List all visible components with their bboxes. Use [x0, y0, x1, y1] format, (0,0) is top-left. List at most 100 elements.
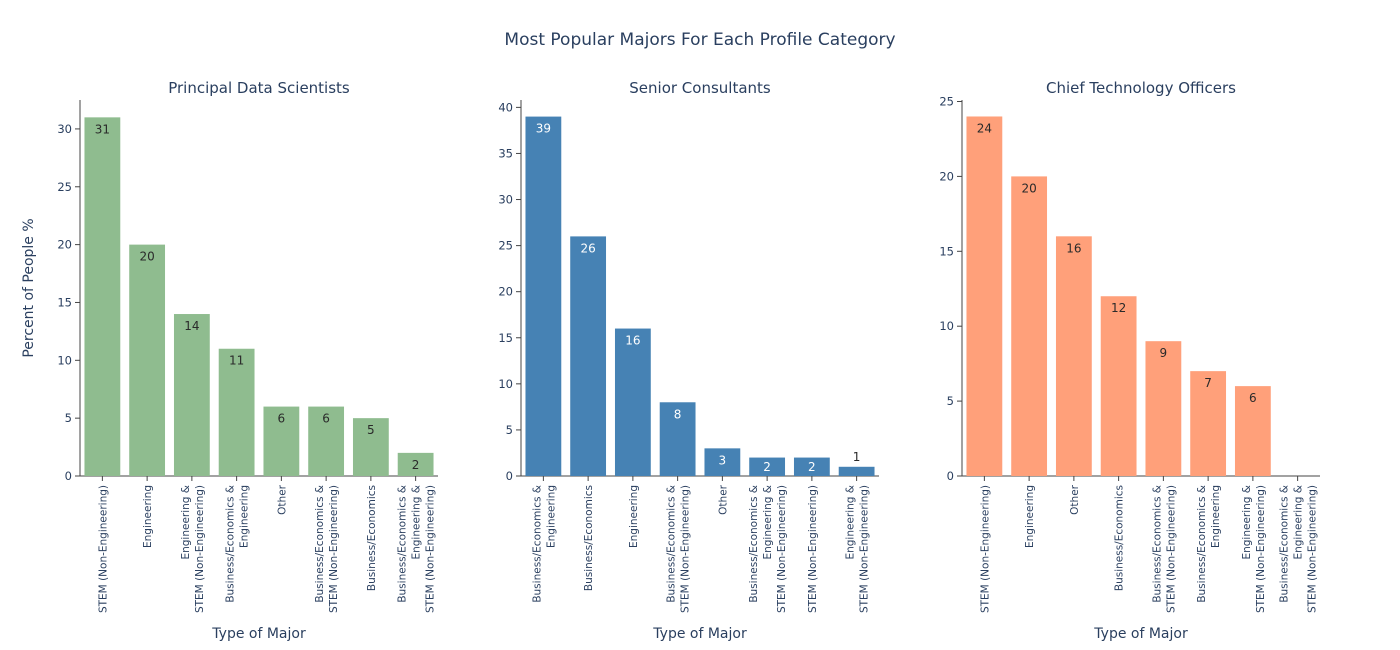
- x-tick-label-line: Engineering &: [180, 485, 192, 560]
- x-tick-label: Engineering: [142, 485, 154, 548]
- x-tick-label: Engineering & STEM (Non-Engineering): [845, 485, 871, 613]
- bar-value-label: 14: [184, 319, 199, 333]
- subplot-3: Chief Technology Officers 0 5 10 15 20 25 24 STE…: [939, 79, 1320, 642]
- x-tick-label-line: STEM (Non-Engineering): [979, 485, 991, 613]
- x-tick-label: Engineering & STEM (Non-Engineering): [1241, 485, 1267, 613]
- subplot-title: Principal Data Scientists: [168, 79, 350, 97]
- x-tick-label-line: STEM (Non-Engineering): [1307, 485, 1319, 613]
- x-tick-label-line: Business/Economics &: [314, 485, 326, 603]
- x-tick-label-line: Business/Economics &: [1196, 485, 1208, 603]
- bar: [218, 348, 255, 476]
- bar-value-label: 24: [977, 121, 992, 135]
- bar-value-label: 8: [674, 407, 682, 421]
- bar: [793, 457, 830, 476]
- bar: [614, 328, 651, 476]
- x-tick-label-line: Engineering: [545, 485, 557, 548]
- x-tick-label: Business/Economics: [583, 485, 595, 591]
- x-tick-label-line: STEM (Non-Engineering): [194, 485, 206, 613]
- x-tick-label-line: Business/Economics &: [1279, 485, 1291, 603]
- x-tick-label-line: STEM (Non-Engineering): [1165, 485, 1177, 613]
- x-tick-label: Business/Economics & STEM (Non-Engineerin…: [1151, 485, 1177, 613]
- x-tick-label: STEM (Non-Engineering): [807, 485, 819, 613]
- y-tick-label: 25: [57, 180, 72, 194]
- bar-value-label: 9: [1160, 346, 1168, 360]
- x-tick-label-line: Engineering: [1210, 485, 1222, 548]
- y-tick-label: 0: [506, 469, 513, 483]
- bar-value-label: 12: [1111, 301, 1126, 315]
- x-tick-label-line: Engineering: [628, 485, 640, 548]
- x-tick-label-line: Engineering &: [1293, 485, 1305, 560]
- subplot-title: Chief Technology Officers: [1046, 79, 1236, 97]
- x-tick-label-line: Business/Economics: [366, 485, 378, 591]
- y-tick-label: 25: [939, 94, 954, 108]
- x-tick-label-line: Engineering: [239, 485, 251, 548]
- y-tick-label: 10: [57, 353, 72, 367]
- bar: [659, 402, 696, 476]
- x-tick-label-line: Other: [717, 484, 729, 514]
- y-tick-label: 20: [57, 238, 72, 252]
- bar-value-label: 20: [139, 250, 154, 264]
- y-tick-label: 0: [947, 469, 954, 483]
- bar-value-label: 26: [580, 241, 595, 255]
- bar-value-label: 7: [1204, 376, 1212, 390]
- bar: [1011, 176, 1048, 476]
- x-tick-label-line: STEM (Non-Engineering): [328, 485, 340, 613]
- bar: [1190, 371, 1227, 476]
- x-tick-label-line: Engineering &: [1241, 485, 1253, 560]
- bar-value-label: 20: [1021, 181, 1036, 195]
- x-tick-label-line: Engineering: [142, 485, 154, 548]
- bar: [263, 406, 300, 476]
- bar: [749, 457, 786, 476]
- x-tick-label-line: STEM (Non-Engineering): [807, 485, 819, 613]
- x-tick-label: Other: [1069, 484, 1081, 514]
- x-tick-label: Engineering & STEM (Non-Engineering): [180, 485, 206, 613]
- x-tick-label-line: Business/Economics &: [1151, 485, 1163, 603]
- y-tick-label: 30: [498, 193, 513, 207]
- x-tick-label: Business/Economics & Engineering & STEM (N…: [397, 485, 437, 613]
- x-tick-label: Business/Economics: [1114, 485, 1126, 591]
- bar-value-label: 3: [719, 453, 727, 467]
- x-tick-label-line: Business/Economics &: [666, 485, 678, 603]
- bar-value-label: 1: [853, 450, 861, 464]
- bar: [525, 116, 562, 477]
- y-tick-label: 20: [498, 285, 513, 299]
- y-tick-label: 40: [498, 100, 513, 114]
- bar-value-label: 16: [625, 334, 640, 348]
- x-tick-label: STEM (Non-Engineering): [97, 485, 109, 613]
- subplot-2: Senior Consultants 0 5 10 15 20 25 30 35 40 39 Busi…: [498, 79, 879, 642]
- x-tick-label-line: Engineering &: [762, 485, 774, 560]
- y-tick-label: 5: [506, 423, 513, 437]
- bar: [1055, 236, 1092, 476]
- figure-title: Most Popular Majors For Each Profile Cat…: [504, 30, 895, 50]
- bar-value-label: 6: [322, 412, 330, 426]
- x-tick-label: Business/Economics & Engineering & STEM (N…: [748, 485, 788, 613]
- x-tick-label-line: Engineering &: [411, 485, 423, 560]
- bar: [352, 418, 389, 476]
- x-tick-label-line: Other: [276, 484, 288, 514]
- x-tick-label-line: Engineering &: [845, 485, 857, 560]
- y-axis-label: Percent of People %: [21, 218, 37, 357]
- x-axis-label: Type of Major: [211, 626, 306, 642]
- bar-value-label: 2: [763, 460, 771, 474]
- y-tick-label: 0: [65, 469, 72, 483]
- x-tick-label-line: STEM (Non-Engineering): [97, 485, 109, 613]
- bar: [308, 406, 345, 476]
- bar-value-label: 39: [536, 122, 551, 136]
- x-tick-label-line: Business/Economics: [1114, 485, 1126, 591]
- x-tick-label: Business/Economics & Engineering: [225, 485, 251, 603]
- x-axis-label: Type of Major: [1093, 626, 1188, 642]
- y-tick-label: 25: [498, 239, 513, 253]
- y-tick-label: 10: [498, 377, 513, 391]
- bar-value-label: 6: [1249, 391, 1257, 405]
- bar: [1234, 386, 1271, 476]
- x-tick-label: Business/Economics & Engineering: [531, 485, 557, 603]
- x-tick-label: Engineering: [1024, 485, 1036, 548]
- bar: [704, 448, 741, 476]
- x-tick-label-line: Business/Economics &: [397, 485, 409, 603]
- bar-value-label: 16: [1066, 241, 1081, 255]
- y-tick-label: 15: [57, 295, 72, 309]
- bar: [397, 452, 434, 476]
- y-tick-label: 35: [498, 146, 513, 160]
